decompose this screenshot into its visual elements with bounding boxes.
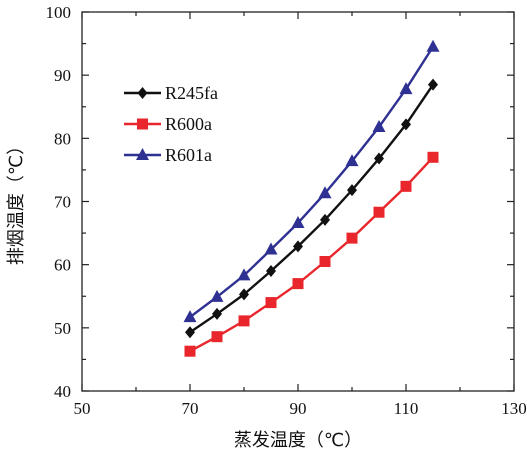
y-tick-label: 60 <box>54 256 71 275</box>
series-point <box>211 331 223 343</box>
series-R600a <box>184 151 439 357</box>
x-tick-label: 130 <box>501 399 527 418</box>
legend-item-R600a: R600a <box>124 114 212 134</box>
legend: R245fa R600a R601a <box>124 83 218 165</box>
x-axis-tick-labels: 50 70 90 110 130 <box>74 399 527 418</box>
series-point <box>345 154 359 167</box>
series-layer <box>183 39 440 357</box>
series-point <box>399 82 413 95</box>
y-axis-tick-labels: 40 50 60 70 80 90 100 <box>46 3 72 401</box>
y-tick-label: 70 <box>54 193 71 212</box>
series-point <box>185 326 195 339</box>
plot-frame <box>81 11 515 392</box>
series-point <box>210 289 224 302</box>
series-point <box>183 310 197 323</box>
x-tick-label: 50 <box>74 399 91 418</box>
y-axis-title: 排烟温度（℃） <box>6 137 27 265</box>
x-axis-title: 蒸发温度（℃） <box>234 430 362 451</box>
series-point <box>426 39 440 52</box>
x-tick-label: 110 <box>394 399 419 418</box>
series-line <box>189 46 435 319</box>
series-point <box>318 186 332 199</box>
series-point <box>184 345 196 357</box>
legend-item-R601a: R601a <box>124 145 212 165</box>
series-point <box>264 242 278 255</box>
x-axis-ticks <box>81 12 515 391</box>
series-point <box>347 184 357 197</box>
x-tick-label: 70 <box>182 399 199 418</box>
series-point <box>373 206 385 218</box>
series-point <box>428 78 438 91</box>
x-tick-label: 90 <box>290 399 307 418</box>
legend-item-R245fa: R245fa <box>124 83 218 103</box>
series-point <box>292 278 304 290</box>
series-point <box>238 315 250 327</box>
legend-label: R600a <box>165 114 212 134</box>
y-tick-label: 80 <box>54 129 71 148</box>
series-point <box>320 213 330 226</box>
y-axis-ticks <box>82 11 514 392</box>
series-point <box>427 151 439 163</box>
series-point <box>400 180 412 192</box>
series-point <box>372 119 386 132</box>
y-tick-label: 100 <box>46 3 72 22</box>
series-point <box>136 148 149 160</box>
series-line <box>189 83 434 334</box>
series-point <box>212 307 222 320</box>
series-R601a <box>183 39 440 323</box>
series-point <box>346 232 358 244</box>
legend-label: R245fa <box>165 83 218 103</box>
plot-frame-group <box>81 11 515 392</box>
series-point <box>374 152 384 165</box>
series-point <box>291 215 305 228</box>
series-point <box>293 240 303 253</box>
series-R245fa <box>185 78 438 339</box>
legend-label: R601a <box>165 145 212 165</box>
y-tick-label: 40 <box>54 382 71 401</box>
y-tick-label: 90 <box>54 66 71 85</box>
series-point <box>265 297 277 309</box>
series-point <box>237 268 251 281</box>
series-point <box>137 118 148 130</box>
series-point <box>137 87 148 99</box>
series-point <box>319 256 331 268</box>
series-point <box>401 118 411 131</box>
series-point <box>266 264 276 277</box>
series-point <box>239 288 249 301</box>
series-line <box>189 156 434 353</box>
y-tick-label: 50 <box>54 319 71 338</box>
